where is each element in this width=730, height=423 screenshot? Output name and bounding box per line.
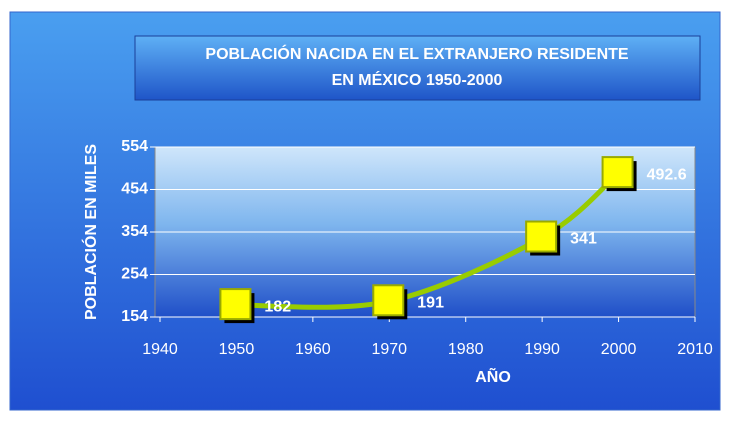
x-tick-label: 2000: [601, 341, 637, 358]
chart-title: POBLACIÓN NACIDA EN EL EXTRANJERO RESIDE…: [205, 44, 628, 63]
x-tick-label: 1960: [295, 341, 331, 358]
y-tick-label: 354: [121, 223, 148, 240]
y-tick-label: 154: [121, 308, 148, 325]
y-tick-label: 554: [121, 138, 148, 155]
marker: [601, 156, 634, 189]
y-tick-label: 454: [121, 181, 148, 198]
y-tick-label: 254: [121, 266, 148, 283]
x-tick-label: 1940: [142, 341, 178, 358]
data-label: 191: [417, 294, 444, 311]
data-label: 182: [264, 298, 291, 315]
x-tick-label: 1990: [524, 341, 560, 358]
x-axis-label: AÑO: [475, 366, 511, 386]
marker: [219, 288, 252, 321]
marker: [372, 284, 405, 317]
x-tick-label: 1970: [371, 341, 407, 358]
marker: [525, 220, 558, 253]
series-line: [236, 171, 621, 310]
y-axis-label: POBLACIÓN EN MILES: [81, 144, 100, 320]
x-tick-label: 1980: [448, 341, 484, 358]
title-box: [134, 35, 701, 101]
data-label: 492.6: [647, 166, 687, 183]
data-label: 341: [570, 231, 597, 248]
x-tick-label: 2010: [677, 341, 713, 358]
x-tick-label: 1950: [219, 341, 255, 358]
chart-title: EN MÉXICO 1950-2000: [332, 70, 503, 89]
